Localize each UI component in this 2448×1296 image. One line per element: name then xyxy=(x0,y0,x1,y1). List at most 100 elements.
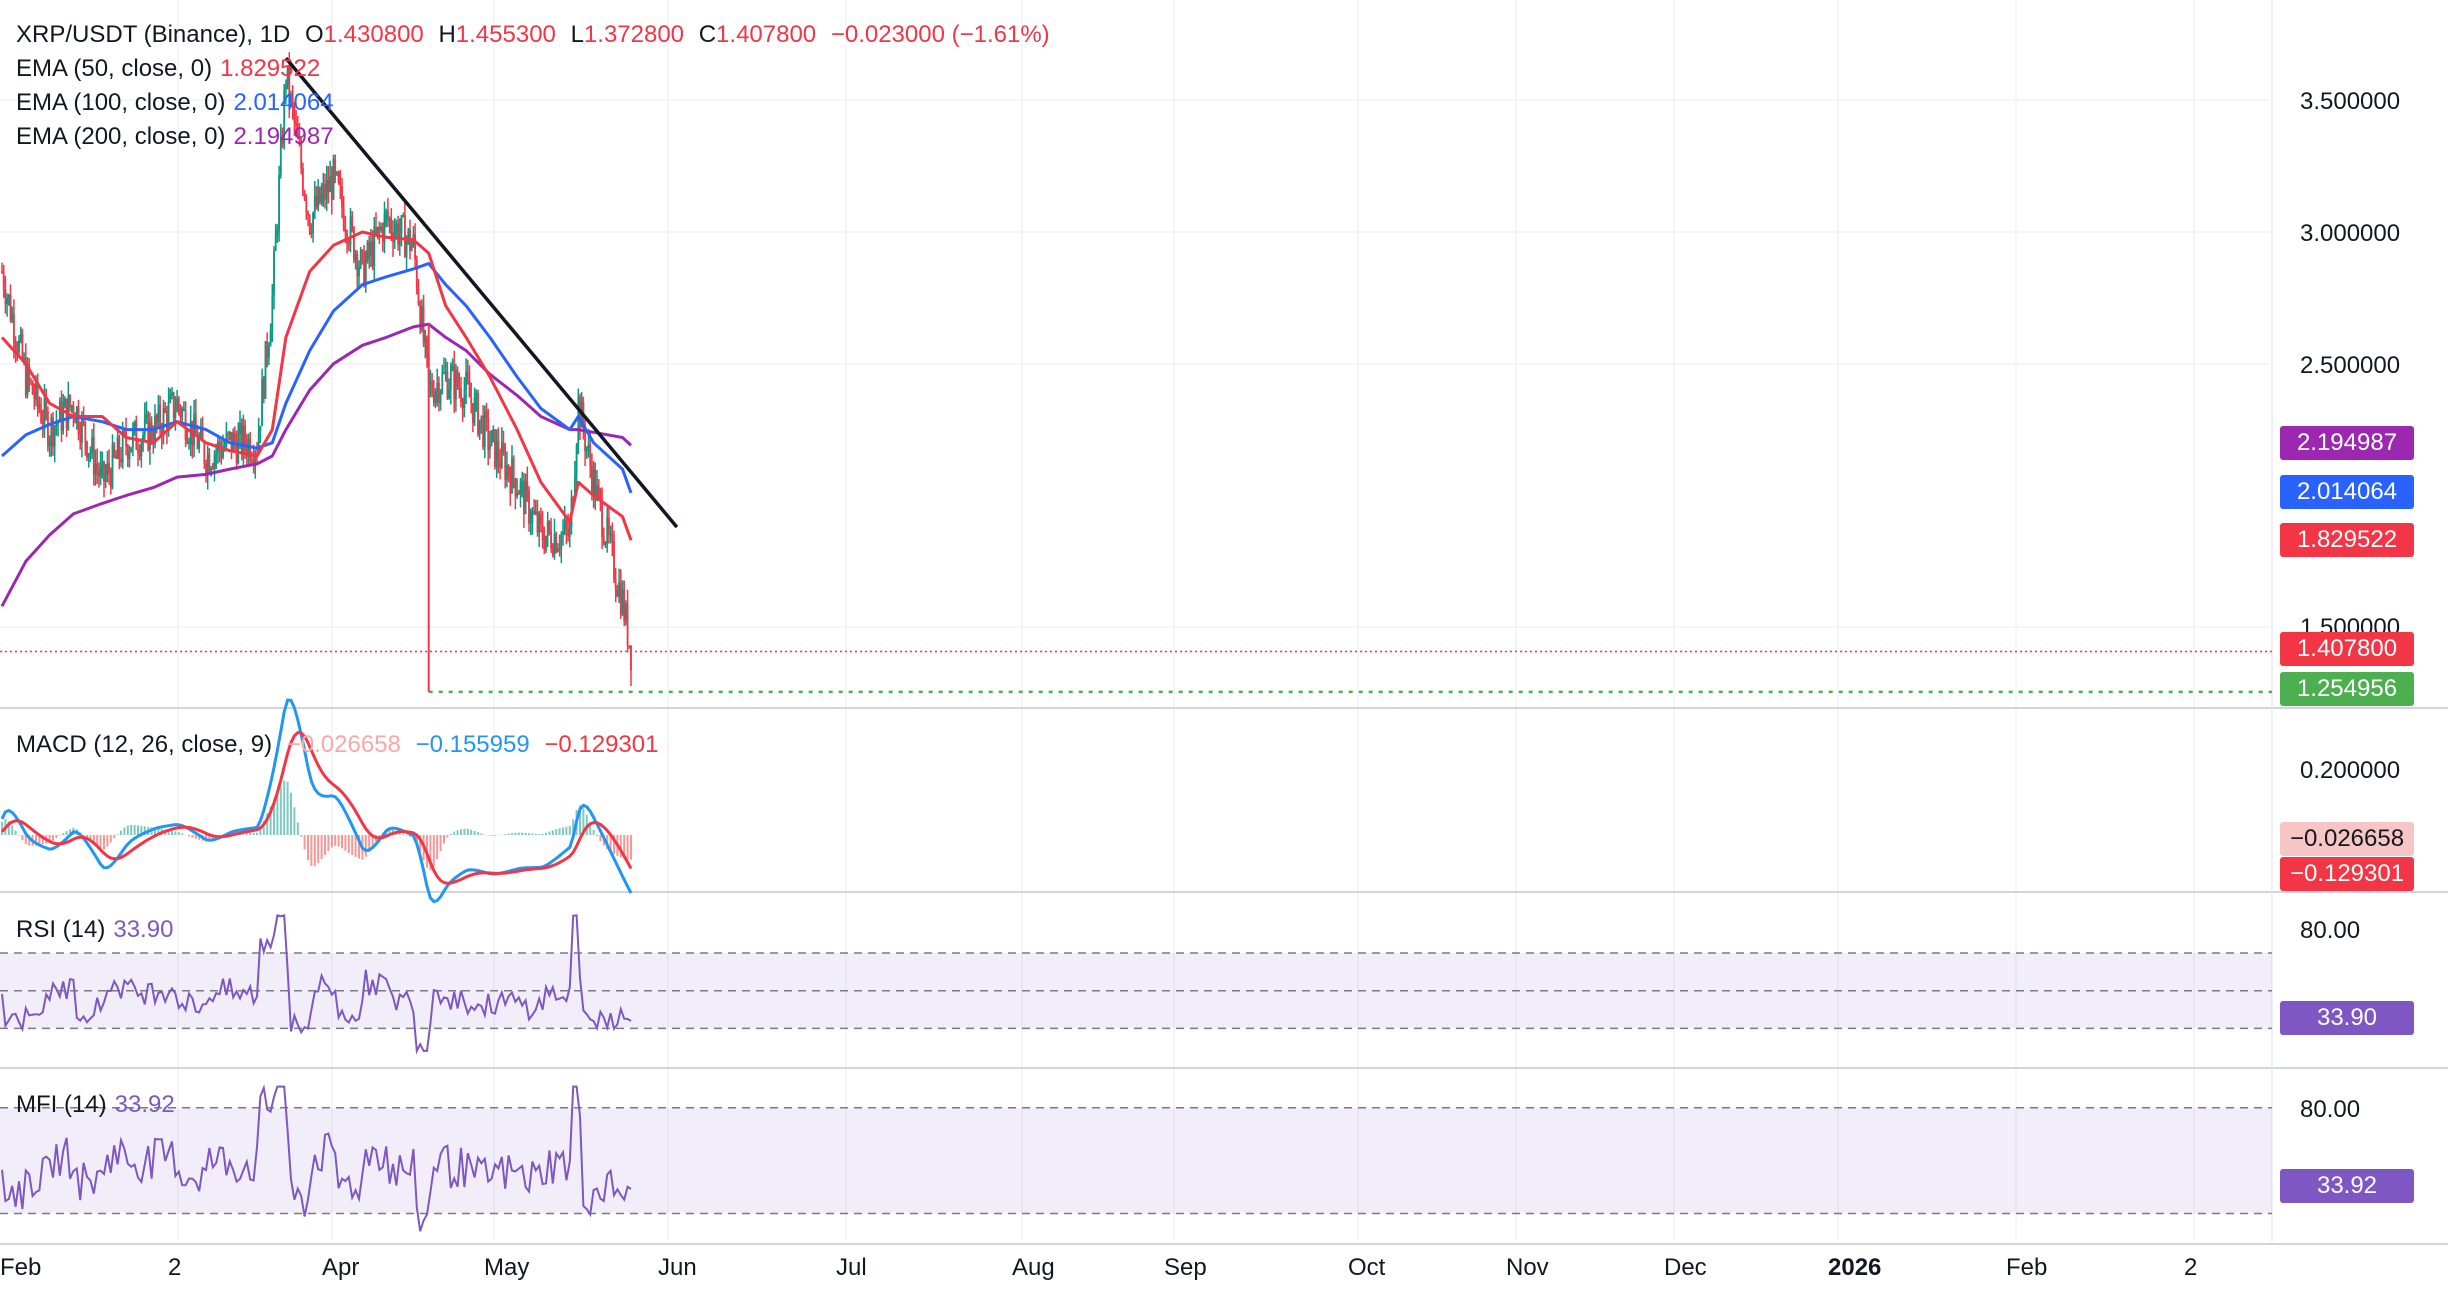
candle-body xyxy=(451,365,454,371)
candle-body xyxy=(303,192,306,199)
macd-histogram-bar xyxy=(7,821,10,835)
candle-body xyxy=(540,514,542,524)
candle-body xyxy=(115,455,117,459)
candle-body xyxy=(67,394,70,429)
macd-label: MACD (12, 26, close, 9) xyxy=(16,731,273,758)
candle-body xyxy=(407,229,410,240)
candle-body xyxy=(116,437,119,459)
candle-body xyxy=(30,380,32,382)
x-tick-2: 2 xyxy=(168,1254,182,1281)
macd-histogram-bar xyxy=(293,807,296,835)
macd-histogram-bar xyxy=(494,835,496,836)
candle-body xyxy=(183,408,185,411)
macd-histogram-bar xyxy=(446,835,449,838)
candle-body xyxy=(172,392,175,418)
candle-body xyxy=(213,454,216,469)
candle-body xyxy=(344,228,347,233)
candle-body xyxy=(109,473,112,488)
macd-histogram-bar xyxy=(398,832,401,835)
candle-body xyxy=(103,461,105,483)
macd-histogram-bar xyxy=(324,835,326,855)
candle-body xyxy=(342,207,345,229)
candle-body xyxy=(591,465,593,494)
macd-histogram-bar xyxy=(534,833,537,835)
macd-histogram-bar xyxy=(52,835,54,841)
candle-body xyxy=(210,468,212,472)
candle-body xyxy=(291,93,294,107)
candle-body xyxy=(48,441,51,446)
candle-body xyxy=(278,174,280,230)
macd-histogram-bar xyxy=(65,831,68,835)
candle-body xyxy=(514,478,517,497)
candle-body xyxy=(145,414,148,418)
macd-histogram-bar xyxy=(11,825,14,835)
candle-body xyxy=(215,452,218,455)
candle-body xyxy=(164,408,167,412)
low-label: L xyxy=(570,21,584,48)
candle-body xyxy=(186,439,189,443)
macd-histogram-bar xyxy=(174,831,177,835)
candle-body xyxy=(36,380,39,404)
candle-body xyxy=(402,215,405,217)
candle-body xyxy=(444,371,447,374)
candle-body xyxy=(52,417,54,447)
candle-body xyxy=(388,219,391,221)
candle-body xyxy=(43,398,46,425)
macd-histogram-bar xyxy=(551,830,554,835)
candle-body xyxy=(179,407,182,418)
macd-histogram-bar xyxy=(490,835,493,836)
ema200-price-badge: 2.194987 xyxy=(2280,426,2414,460)
candle-body xyxy=(366,242,369,261)
macd-line-value: −0.155959 xyxy=(415,731,530,758)
candle-body xyxy=(271,295,274,332)
rsi-legend: RSI (14) 33.90 xyxy=(16,913,181,947)
macd-histogram-bar xyxy=(449,833,452,835)
candle-body xyxy=(577,396,580,447)
candle-body xyxy=(359,250,362,267)
ema100-legend: EMA (100, close, 0) 2.014064 xyxy=(16,86,342,120)
candle-body xyxy=(274,234,277,251)
macd-histogram-bar xyxy=(507,833,510,835)
candle-body xyxy=(205,463,207,475)
candle-body xyxy=(560,534,563,549)
candle-body xyxy=(312,212,314,234)
candle-body xyxy=(538,514,541,533)
candle-body xyxy=(237,434,240,464)
x-tick-jun: Jun xyxy=(658,1254,697,1281)
macd-histogram-bar xyxy=(538,833,541,835)
macd-histogram-bar xyxy=(517,832,520,835)
ema200-label: EMA (200, close, 0) xyxy=(16,123,226,150)
descending-trendline xyxy=(284,56,679,529)
candle-body xyxy=(517,493,520,495)
candle-body xyxy=(69,394,71,408)
macd-histogram-bar xyxy=(55,835,58,839)
macd-histogram-bar xyxy=(307,835,309,860)
candle-body xyxy=(458,386,461,389)
macd-histogram-bar xyxy=(167,830,170,835)
macd-histogram-bar xyxy=(613,835,615,855)
rsi-value-badge: 33.90 xyxy=(2280,1001,2414,1035)
macd-histogram-bar xyxy=(245,832,248,835)
mfi-legend: MFI (14) 33.92 xyxy=(16,1088,183,1122)
macd-histogram-bar xyxy=(58,835,61,836)
candle-body xyxy=(490,430,493,446)
mfi-label: MFI (14) xyxy=(16,1091,107,1118)
candle-body xyxy=(300,144,303,169)
macd-histogram-bar xyxy=(599,835,602,842)
candle-body xyxy=(441,372,444,392)
candle-body xyxy=(24,357,27,395)
rsi-line xyxy=(1,914,632,1055)
candle-body xyxy=(4,289,7,305)
macd-histogram-bar xyxy=(82,835,85,837)
macd-histogram-bar xyxy=(126,825,129,835)
candle-body xyxy=(455,369,457,400)
candle-body xyxy=(286,65,289,85)
candle-body xyxy=(506,465,508,480)
candle-body xyxy=(130,447,133,452)
candle-body xyxy=(128,451,131,460)
macd-histogram-bar xyxy=(358,835,360,859)
macd-line xyxy=(0,698,633,904)
macd-histogram-bar xyxy=(344,835,347,851)
macd-histogram-bar xyxy=(388,828,391,835)
